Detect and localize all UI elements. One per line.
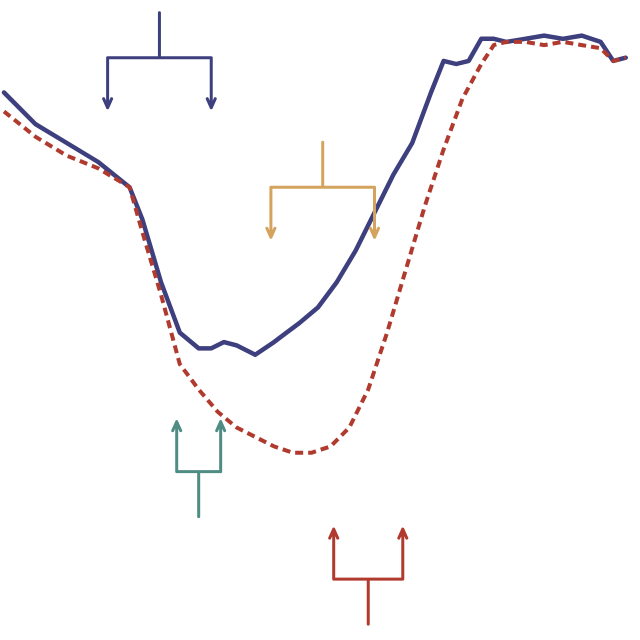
bracket-1-shape [102, 11, 217, 110]
bracket-1 [102, 11, 217, 110]
bracket-4-shape [328, 527, 409, 626]
bracket-layer [102, 11, 409, 626]
bracket-2 [265, 140, 381, 239]
series-line-2 [2, 39, 627, 455]
bracket-3-shape [171, 420, 227, 519]
bracket-3 [171, 420, 227, 519]
bracket-4 [328, 527, 409, 626]
bracket-2-shape [265, 140, 381, 239]
series-layer [1, 33, 628, 455]
series-line-1 [1, 33, 628, 358]
